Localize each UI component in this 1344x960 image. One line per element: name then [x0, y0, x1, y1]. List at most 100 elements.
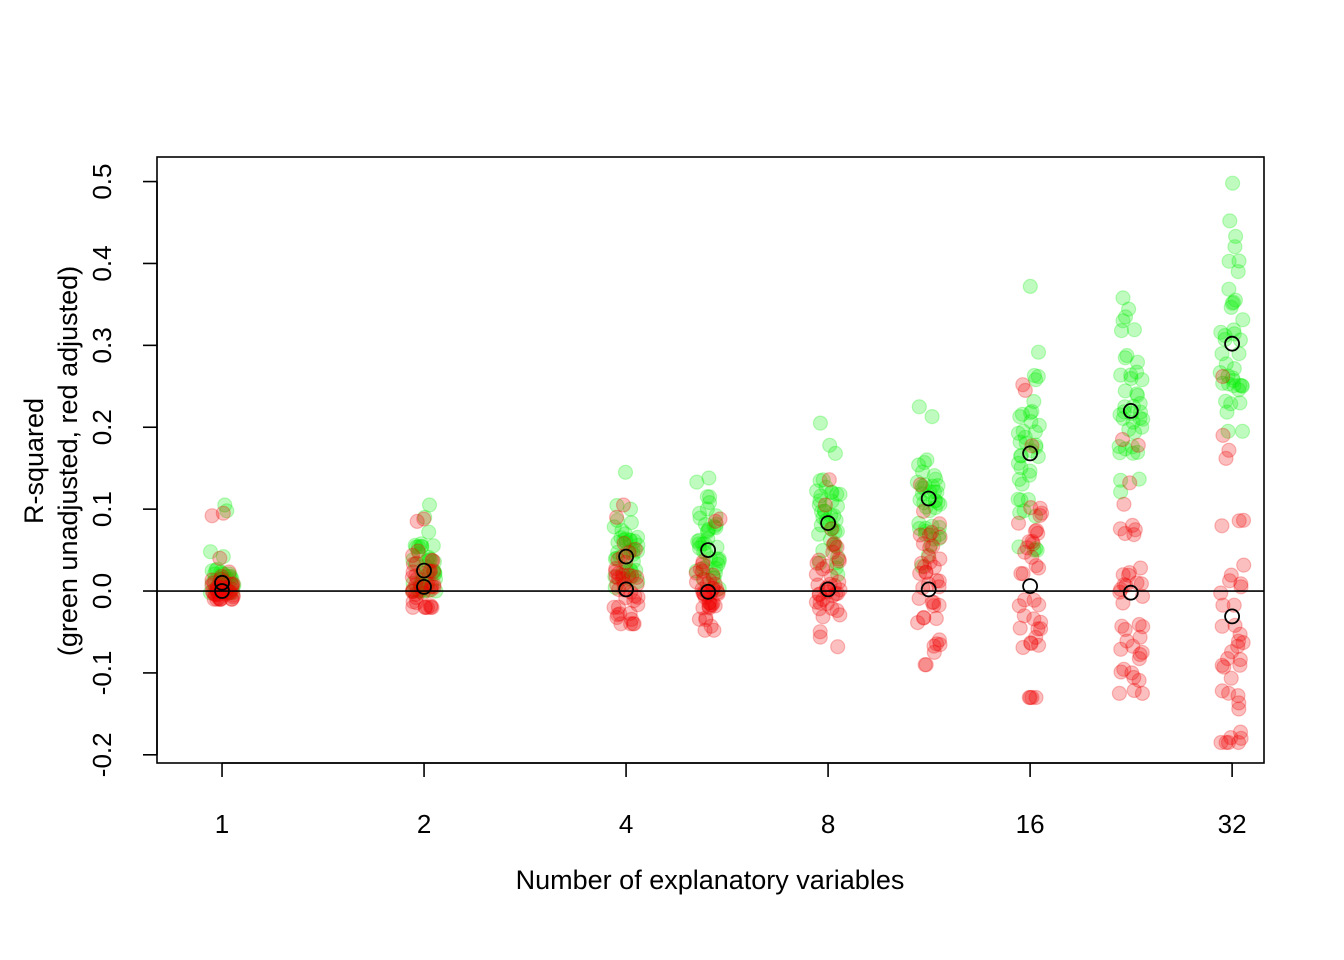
data-point-unadjusted — [1012, 505, 1028, 521]
data-point-unadjusted — [413, 536, 429, 552]
data-point-unadjusted — [700, 531, 716, 547]
data-point-unadjusted — [1125, 445, 1141, 461]
data-point-adjusted — [625, 616, 641, 632]
data-point-unadjusted — [407, 537, 423, 554]
data-point-adjusted — [422, 563, 438, 579]
data-point-adjusted — [608, 509, 625, 525]
data-point-adjusted — [832, 607, 848, 623]
data-point-unadjusted — [1010, 491, 1026, 507]
data-point-unadjusted — [926, 531, 942, 547]
data-point-unadjusted — [426, 554, 442, 570]
data-point-adjusted — [1011, 598, 1027, 614]
data-point-unadjusted — [1227, 239, 1243, 255]
data-point-adjusted — [1131, 650, 1148, 667]
data-point-adjusted — [830, 639, 846, 655]
data-point-unadjusted — [815, 472, 831, 488]
data-point-unadjusted — [812, 473, 828, 489]
data-point-adjusted — [1112, 521, 1129, 537]
data-point-adjusted — [1221, 442, 1237, 458]
data-point-adjusted — [405, 547, 421, 564]
data-point-adjusted — [1012, 620, 1028, 636]
data-point-adjusted — [825, 544, 841, 560]
data-point-unadjusted — [1213, 324, 1229, 340]
data-point-unadjusted — [630, 573, 646, 590]
data-point-adjusted — [1219, 650, 1236, 667]
data-point-unadjusted — [1230, 264, 1246, 280]
data-point-adjusted — [617, 554, 634, 571]
data-point-adjusted — [916, 558, 933, 575]
data-point-adjusted — [1214, 518, 1230, 534]
data-point-unadjusted — [1012, 409, 1028, 425]
data-point-unadjusted — [917, 526, 933, 542]
data-point-adjusted — [1232, 657, 1248, 673]
mean-marker-adjusted — [416, 579, 432, 595]
data-point-unadjusted — [607, 568, 623, 585]
data-point-unadjusted — [914, 558, 930, 575]
data-point-adjusted — [1120, 567, 1137, 583]
data-point-adjusted — [1220, 734, 1237, 751]
data-point-unadjusted — [1013, 460, 1029, 476]
data-point-adjusted — [1223, 670, 1239, 686]
data-point-unadjusted — [1129, 354, 1146, 370]
data-point-adjusted — [705, 567, 721, 583]
data-point-adjusted — [1214, 657, 1230, 674]
data-point-unadjusted — [909, 474, 926, 490]
data-point-adjusted — [1024, 689, 1040, 706]
data-point-adjusted — [912, 565, 928, 582]
data-point-unadjusted — [709, 539, 725, 555]
data-point-adjusted — [922, 540, 938, 556]
data-point-unadjusted — [1026, 367, 1043, 384]
data-point-adjusted — [1132, 646, 1148, 663]
data-point-adjusted — [408, 568, 424, 584]
data-point-unadjusted — [1112, 445, 1128, 461]
data-point-adjusted — [629, 569, 645, 586]
data-point-unadjusted — [421, 497, 438, 513]
data-point-unadjusted — [1221, 281, 1237, 297]
data-point-unadjusted — [1013, 492, 1029, 508]
mean-marker-adjusted — [1122, 584, 1139, 601]
data-point-adjusted — [698, 611, 714, 628]
data-point-unadjusted — [711, 553, 727, 569]
data-point-unadjusted — [1022, 405, 1039, 421]
data-point-adjusted — [703, 618, 719, 634]
data-point-adjusted — [832, 582, 848, 598]
data-point-adjusted — [831, 553, 847, 569]
data-point-adjusted — [1122, 475, 1138, 491]
data-point-unadjusted — [692, 510, 708, 526]
data-point-adjusted — [912, 527, 928, 543]
data-point-unadjusted — [1010, 455, 1027, 471]
data-point-unadjusted — [606, 519, 622, 535]
data-point-unadjusted — [1220, 423, 1236, 439]
data-point-unadjusted — [1123, 370, 1139, 387]
data-point-adjusted — [622, 616, 639, 632]
data-point-unadjusted — [623, 563, 639, 579]
data-point-adjusted — [1033, 505, 1050, 521]
data-point-unadjusted — [219, 503, 235, 519]
data-point-unadjusted — [923, 537, 939, 553]
data-point-unadjusted — [812, 493, 828, 509]
data-point-unadjusted — [920, 547, 936, 563]
y-tick-label: 0.5 — [87, 164, 117, 200]
data-point-adjusted — [1116, 661, 1132, 677]
data-point-unadjusted — [1016, 503, 1032, 519]
data-point-unadjusted — [1026, 393, 1042, 410]
data-point-adjusted — [706, 622, 722, 638]
data-point-unadjusted — [204, 563, 220, 579]
data-point-adjusted — [824, 600, 840, 617]
data-point-adjusted — [701, 598, 717, 615]
data-point-unadjusted — [914, 478, 930, 494]
data-point-adjusted — [688, 565, 704, 581]
data-point-unadjusted — [1027, 508, 1044, 524]
data-point-unadjusted — [829, 549, 846, 565]
data-point-adjusted — [610, 570, 627, 586]
data-point-adjusted — [613, 616, 629, 632]
data-point-adjusted — [1132, 629, 1148, 645]
data-point-adjusted — [923, 524, 940, 541]
data-point-unadjusted — [1231, 253, 1247, 269]
data-point-unadjusted — [1117, 350, 1133, 366]
data-point-adjusted — [1028, 557, 1044, 574]
data-point-unadjusted — [1022, 278, 1038, 294]
data-point-unadjusted — [816, 503, 833, 519]
data-point-adjusted — [811, 552, 827, 568]
data-point-adjusted — [815, 609, 831, 625]
